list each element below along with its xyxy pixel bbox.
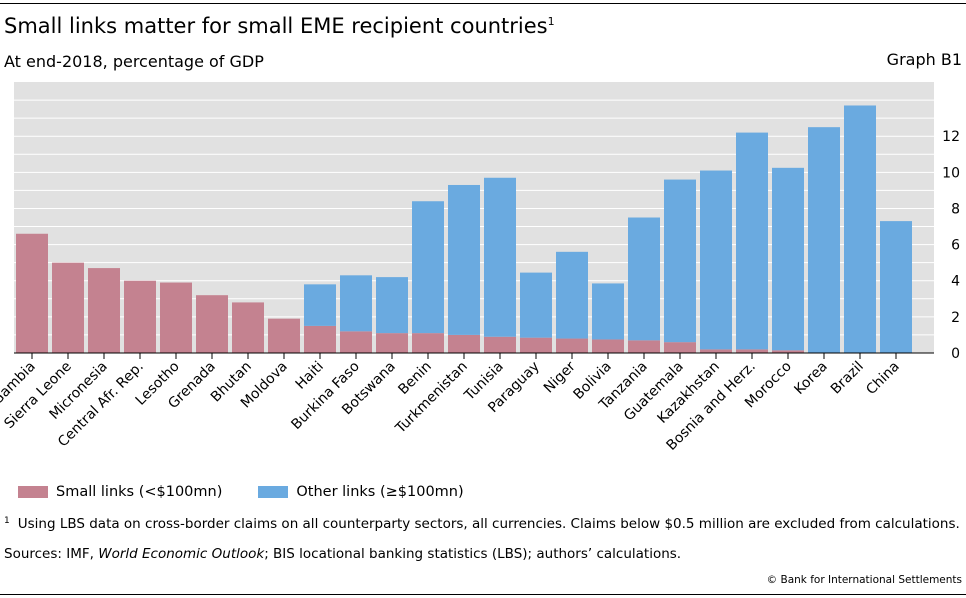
bar-other-korea: [808, 127, 840, 354]
footnote: 1 Using LBS data on cross-border claims o…: [4, 516, 960, 532]
sources-weo: World Economic Outlook: [98, 546, 265, 562]
footnote-text: Using LBS data on cross-border claims on…: [17, 516, 960, 532]
copyright: © Bank for International Settlements: [766, 574, 962, 586]
bar-small-tunisia: [484, 336, 516, 353]
y-tick-label: 12: [942, 129, 960, 145]
bar-small-grenada: [196, 295, 228, 353]
legend-swatch-other-links: [258, 486, 289, 498]
bar-other-benin: [412, 201, 444, 334]
bar-small-kazakhstan: [700, 349, 732, 353]
bar-small-burkina-faso: [340, 331, 372, 353]
bar-other-bosnia-and-herz: [736, 132, 768, 350]
bar-small-bolivia: [592, 339, 624, 353]
y-tick-label: 0: [951, 346, 960, 362]
y-tick-label: 4: [951, 274, 960, 290]
y-tick-label: 10: [942, 165, 960, 181]
x-tick-label: China: [863, 359, 903, 399]
bar-other-morocco: [772, 167, 804, 351]
bar-other-haiti: [304, 284, 336, 326]
bar-small-morocco: [772, 350, 804, 353]
bar-small-guatemala: [664, 342, 696, 353]
bar-small-central-afr-rep: [124, 280, 156, 353]
bar-small-bhutan: [232, 302, 264, 353]
bar-small-paraguay: [520, 337, 552, 353]
bar-small-lesotho: [160, 282, 192, 353]
bar-small-moldova: [268, 318, 300, 353]
bar-other-botswana: [376, 277, 408, 334]
bar-other-brazil: [844, 105, 876, 353]
bar-small-sierra-leone: [52, 262, 84, 353]
bar-other-tanzania: [628, 217, 660, 341]
title-footnote-marker: 1: [547, 15, 555, 28]
x-tick-label: Korea: [791, 359, 830, 398]
top-rule: [0, 3, 966, 4]
bar-other-tunisia: [484, 177, 516, 337]
bar-small-tanzania: [628, 340, 660, 353]
bar-other-burkina-faso: [340, 275, 372, 332]
bar-small-haiti: [304, 325, 336, 353]
legend-item-small-links: Small links (<$100mn): [18, 484, 222, 500]
chart-title: Small links matter for small EME recipie…: [4, 14, 555, 38]
bar-small-micronesia: [88, 268, 120, 353]
legend-swatch-small-links: [18, 486, 48, 498]
legend: Small links (<$100mn) Other links (≥$100…: [18, 484, 464, 500]
bar-other-china: [880, 221, 912, 353]
bar-small-botswana: [376, 333, 408, 353]
bar-other-paraguay: [520, 272, 552, 338]
bar-small-gambia: [16, 233, 48, 353]
legend-label-other-links: Other links (≥$100mn): [296, 484, 464, 500]
graph-id: Graph B1: [886, 50, 962, 69]
bar-other-niger: [556, 251, 588, 339]
bar-small-niger: [556, 338, 588, 353]
footnote-marker: 1: [4, 516, 10, 526]
legend-item-other-links: Other links (≥$100mn): [258, 484, 464, 500]
sources: Sources: IMF, World Economic Outlook; BI…: [4, 546, 682, 562]
bar-small-bosnia-and-herz: [736, 349, 768, 353]
y-tick-label: 8: [951, 201, 960, 217]
bar-other-guatemala: [664, 179, 696, 343]
bar-other-turkmenistan: [448, 184, 480, 335]
bar-small-turkmenistan: [448, 334, 480, 353]
bar-other-bolivia: [592, 283, 624, 340]
x-tick-label: Brazil: [828, 359, 867, 398]
bar-small-benin: [412, 333, 444, 353]
y-tick-label: 2: [951, 310, 960, 326]
legend-label-small-links: Small links (<$100mn): [56, 484, 223, 500]
y-tick-label: 6: [951, 238, 960, 254]
chart-subtitle: At end-2018, percentage of GDP: [4, 52, 264, 71]
bar-other-kazakhstan: [700, 170, 732, 350]
bottom-rule: [0, 594, 966, 595]
